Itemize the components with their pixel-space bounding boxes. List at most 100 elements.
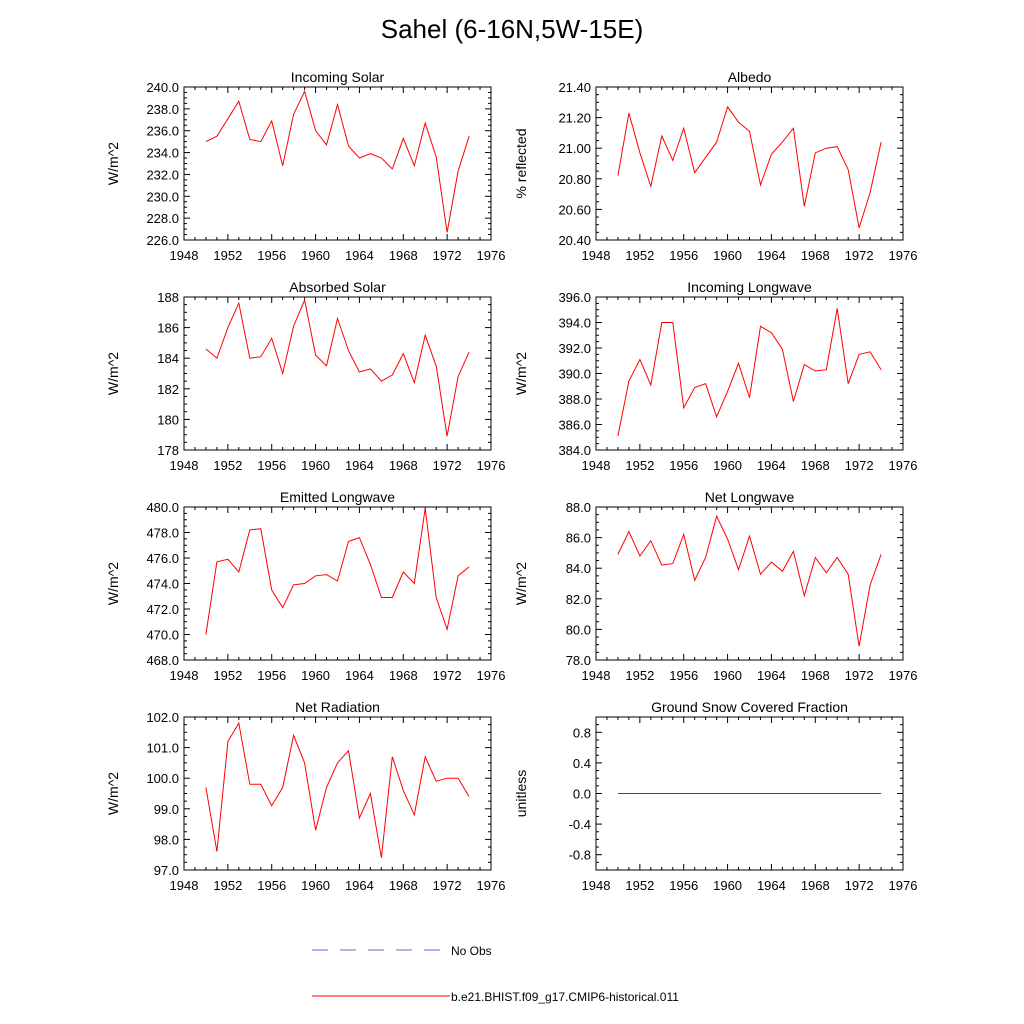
- series-line: [205, 508, 470, 635]
- x-tick-label: 1952: [625, 668, 654, 683]
- x-tick-label: 1960: [301, 458, 330, 473]
- plot-frame: [183, 716, 492, 871]
- x-tick-label: 1964: [757, 878, 786, 893]
- y-tick-label: 98.0: [154, 832, 179, 847]
- y-tick-label: 21.00: [558, 141, 591, 156]
- x-tick-label: 1976: [889, 668, 918, 683]
- y-tick-label: 480.0: [146, 500, 179, 515]
- x-tick-label: 1948: [170, 878, 199, 893]
- panel-title: Ground Snow Covered Fraction: [651, 699, 848, 715]
- y-tick-label: 384.0: [558, 443, 591, 458]
- x-tick-label: 1976: [477, 458, 506, 473]
- x-tick-label: 1948: [582, 248, 611, 263]
- x-tick-label: 1948: [170, 458, 199, 473]
- y-tick-label: 390.0: [558, 367, 591, 382]
- y-tick-label: 472.0: [146, 602, 179, 617]
- x-tick-label: 1964: [757, 458, 786, 473]
- x-tick-label: 1972: [845, 878, 874, 893]
- panel-6: 1948 1952 1956 1960 1964 1968 1972 1976 78.0 80.0…: [513, 489, 917, 683]
- series-line: [205, 721, 470, 858]
- x-tick-label: 1976: [477, 248, 506, 263]
- x-tick-label: 1948: [582, 458, 611, 473]
- y-tick-label: 188: [157, 290, 179, 305]
- y-tick-label: 0.8: [573, 725, 591, 740]
- x-tick-label: 1948: [582, 878, 611, 893]
- x-tick-label: 1964: [345, 668, 374, 683]
- y-tick-label: 99.0: [154, 802, 179, 817]
- x-tick-label: 1972: [845, 668, 874, 683]
- y-tick-label: 184: [157, 351, 179, 366]
- x-tick-label: 1968: [389, 248, 418, 263]
- panel-4: 1948 1952 1956 1960 1964 1968 1972 1976 384.0 386…: [513, 279, 917, 473]
- y-tick-label: 474.0: [146, 577, 179, 592]
- y-axis-label: W/m^2: [105, 562, 121, 605]
- x-tick-label: 1960: [301, 878, 330, 893]
- x-tick-label: 1964: [345, 878, 374, 893]
- plot-frame: [183, 506, 492, 661]
- y-tick-label: 20.80: [558, 172, 591, 187]
- panel-title: Net Longwave: [705, 489, 795, 505]
- y-axis-label: W/m^2: [105, 142, 121, 185]
- plot-frame: [595, 506, 904, 661]
- x-tick-label: 1960: [713, 878, 742, 893]
- y-tick-label: -0.8: [569, 848, 591, 863]
- panel-2: 1948 1952 1956 1960 1964 1968 1972 1976 20.40 20.…: [513, 69, 917, 263]
- y-tick-label: 470.0: [146, 628, 179, 643]
- y-tick-label: 230.0: [146, 189, 179, 204]
- y-tick-label: 82.0: [566, 592, 591, 607]
- y-axis-label: W/m^2: [105, 772, 121, 815]
- y-tick-label: 100.0: [146, 771, 179, 786]
- x-tick-label: 1948: [582, 668, 611, 683]
- y-tick-label: 478.0: [146, 526, 179, 541]
- y-tick-label: 396.0: [558, 290, 591, 305]
- x-tick-label: 1976: [889, 248, 918, 263]
- x-tick-label: 1968: [801, 668, 830, 683]
- y-tick-label: 21.20: [558, 111, 591, 126]
- y-axis-label: unitless: [513, 770, 529, 817]
- y-tick-label: 102.0: [146, 710, 179, 725]
- x-tick-label: 1972: [845, 458, 874, 473]
- panel-title: Albedo: [728, 69, 772, 85]
- x-tick-label: 1960: [713, 668, 742, 683]
- y-tick-label: 80.0: [566, 622, 591, 637]
- y-tick-label: 468.0: [146, 653, 179, 668]
- x-tick-label: 1956: [669, 668, 698, 683]
- y-tick-label: 0.0: [573, 787, 591, 802]
- y-tick-label: 88.0: [566, 500, 591, 515]
- x-tick-label: 1964: [757, 668, 786, 683]
- x-tick-label: 1964: [345, 248, 374, 263]
- x-tick-label: 1952: [625, 248, 654, 263]
- x-tick-label: 1972: [845, 248, 874, 263]
- y-tick-label: 234.0: [146, 146, 179, 161]
- y-axis-label: W/m^2: [513, 352, 529, 395]
- y-tick-label: 0.4: [573, 756, 591, 771]
- x-tick-label: 1948: [170, 248, 199, 263]
- panel-7: 1948 1952 1956 1960 1964 1968 1972 1976 97.0 98.0…: [105, 699, 505, 893]
- x-tick-label: 1952: [213, 458, 242, 473]
- x-tick-label: 1968: [389, 668, 418, 683]
- y-tick-label: 228.0: [146, 211, 179, 226]
- y-tick-label: 84.0: [566, 561, 591, 576]
- x-tick-label: 1956: [257, 668, 286, 683]
- x-tick-label: 1952: [213, 668, 242, 683]
- x-tick-label: 1964: [757, 248, 786, 263]
- y-tick-label: 186: [157, 321, 179, 336]
- panel-title: Net Radiation: [295, 699, 380, 715]
- panel-3: 1948 1952 1956 1960 1964 1968 1972 1976 178 180 18…: [105, 279, 505, 473]
- x-tick-label: 1948: [170, 668, 199, 683]
- y-axis-label: % reflected: [513, 128, 529, 198]
- main-title: Sahel (6-16N,5W-15E): [380, 14, 644, 44]
- panel-title: Incoming Solar: [291, 69, 385, 85]
- x-tick-label: 1976: [889, 878, 918, 893]
- x-tick-label: 1952: [625, 878, 654, 893]
- y-tick-label: 178: [157, 443, 179, 458]
- y-tick-label: 392.0: [558, 341, 591, 356]
- x-tick-label: 1956: [669, 458, 698, 473]
- plot-frame: [595, 296, 904, 451]
- x-tick-label: 1956: [257, 248, 286, 263]
- y-tick-label: 20.40: [558, 233, 591, 248]
- y-tick-label: 101.0: [146, 741, 179, 756]
- x-tick-label: 1956: [257, 878, 286, 893]
- x-tick-label: 1952: [213, 878, 242, 893]
- x-tick-label: 1972: [433, 248, 462, 263]
